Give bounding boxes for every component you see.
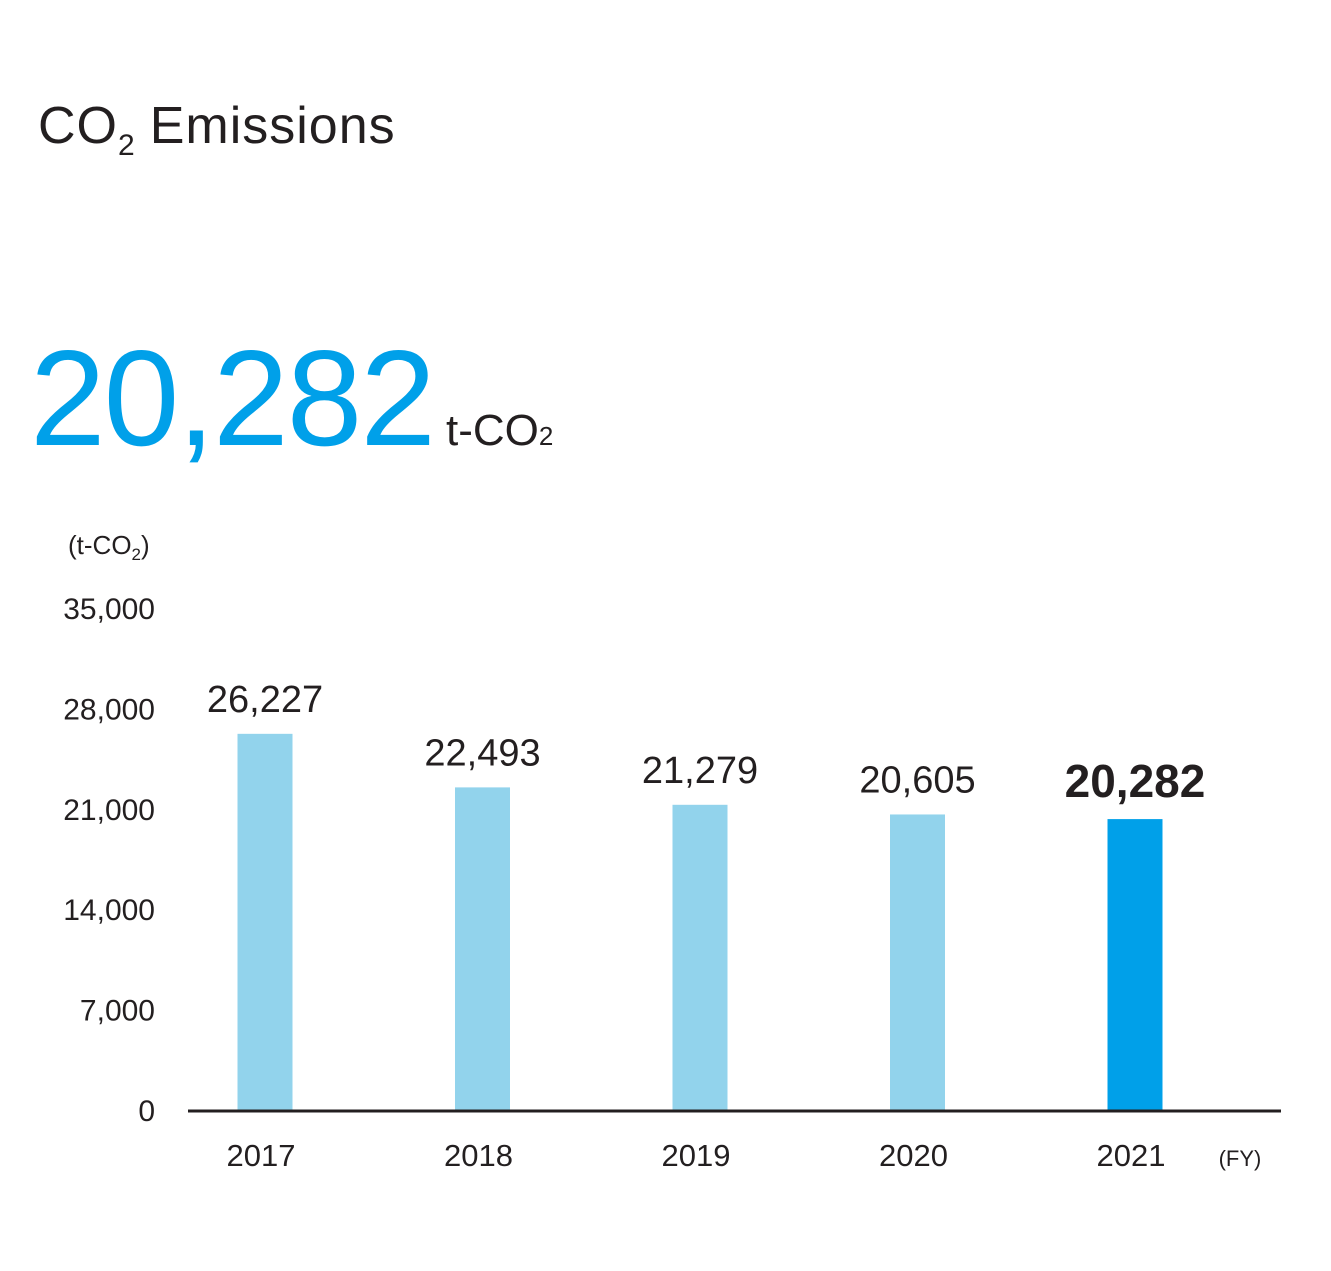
- x-axis-unit: (FY): [1219, 1146, 1262, 1171]
- value-label-2018: 22,493: [424, 732, 540, 774]
- value-label-2020: 20,605: [859, 759, 975, 801]
- y-axis-ticks: 0 7,000 14,000 21,000 28,000 35,000: [63, 593, 155, 1128]
- y-axis-title-close: ): [141, 530, 150, 560]
- y-axis-title-main: (t-CO: [68, 530, 132, 560]
- headline-unit-main: t-CO: [445, 406, 539, 455]
- value-label-2019: 21,279: [642, 750, 758, 792]
- x-axis-ticks: 2017 2018 2019 2020 2021: [227, 1138, 1166, 1173]
- bar-2017: [237, 733, 293, 1110]
- headline-unit: t-CO2: [446, 406, 553, 455]
- x-tick-label-2017: 2017: [227, 1138, 296, 1173]
- y-tick-label: 0: [138, 1095, 155, 1128]
- value-label-2021: 20,282: [1065, 755, 1206, 807]
- headline-value: 20,282: [30, 322, 436, 474]
- svg-text:(t-CO2): (t-CO2): [68, 530, 150, 564]
- x-tick-label-2020: 2020: [879, 1138, 948, 1173]
- y-tick-label: 28,000: [63, 693, 155, 726]
- y-tick-label: 21,000: [63, 794, 155, 827]
- bar-2021: [1107, 819, 1163, 1110]
- x-tick-label-2019: 2019: [662, 1138, 731, 1173]
- x-tick-label-2021: 2021: [1097, 1138, 1166, 1173]
- bars-group: [237, 733, 1163, 1110]
- y-axis-title: (t-CO2): [68, 530, 150, 564]
- headline-figure: 20,282 t-CO2: [30, 330, 553, 466]
- y-axis-title-sub: 2: [132, 545, 141, 564]
- chart-title: CO2 Emissions: [38, 96, 396, 162]
- bar-2020: [890, 814, 945, 1110]
- title-subscript: 2: [118, 129, 136, 162]
- value-label-2017: 26,227: [207, 679, 323, 721]
- y-tick-label: 35,000: [63, 593, 155, 626]
- headline-unit-subscript: 2: [538, 421, 554, 451]
- y-tick-label: 14,000: [63, 894, 155, 927]
- bar-2019: [672, 804, 728, 1110]
- title-rest: Emissions: [149, 97, 396, 155]
- bar-2018: [455, 787, 510, 1110]
- x-tick-label-2018: 2018: [444, 1138, 513, 1173]
- y-tick-label: 7,000: [80, 995, 155, 1028]
- value-labels-group: 26,227 22,493 21,279 20,605 20,282: [207, 679, 1205, 807]
- title-co: CO: [38, 97, 118, 155]
